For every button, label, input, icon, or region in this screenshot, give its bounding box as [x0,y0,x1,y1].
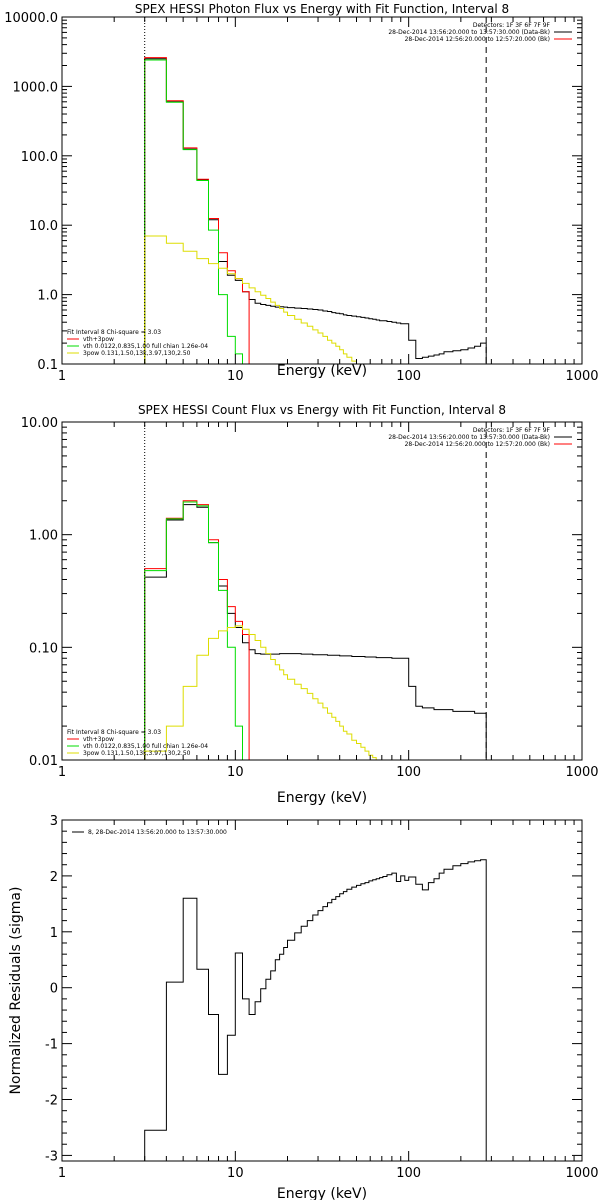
x-axis-label: Energy (keV) [277,363,367,379]
x-tick-label: 100 [396,369,421,384]
legend-top-entry: 28-Dec-2014 13:56:20.000 to 13:57:30.000… [388,434,550,441]
y-tick-label: 3 [50,814,58,829]
chart-panel-1: 1 10 100 1000 0.1 1.0 10.0 100.0 1000.0 10000.0 SP… [4,2,598,384]
series-2-line [144,500,250,760]
x-tick-label: 1000 [565,369,598,384]
x-tick-label: 1000 [565,1166,598,1181]
plot-frame [61,421,583,761]
x-tick-label: 100 [396,1166,421,1181]
series-3-line [144,501,243,760]
legend-top-entry: Detectors: 1F 3F 6F 7F 9F [473,427,551,434]
y-tick-label: 1 [50,926,58,941]
legend-bottom-entry: 3pow 0.131,1.50,13k,3.97,130,2.50 [83,350,191,357]
y-tick-label: 1.0 [37,289,58,304]
x-tick-label: 1 [58,369,66,384]
legend-top-entry: 28-Dec-2014 12:56:20.000 to 12:57:20.000… [405,441,550,448]
y-tick-label: 0 [50,982,58,997]
legend-bottom-entry: vth 0.0122,0.835,1.00 full chian 1.26e-0… [83,343,208,350]
x-tick-label: 1 [58,1166,66,1181]
y-tick-label: 2 [50,870,58,885]
series-1-line [144,859,487,1161]
legend-bottom-entry: vth+3pow [83,336,114,343]
x-tick-label: 10 [227,1166,244,1181]
x-axis-label: Energy (keV) [277,1186,367,1200]
legend-bottom-entry: 3pow 0.131,1.50,13k,3.97,130,2.50 [83,750,191,757]
legend-bottom-entry: vth+3pow [83,736,114,743]
y-tick-label: 0.1 [37,358,58,373]
series-2-line [144,57,250,364]
x-tick-label: 1 [58,765,66,780]
y-tick-label: 1.00 [29,529,58,544]
legend-top-entry: Detectors: 1F 3F 6F 7F 9F [473,22,551,29]
series-3-line [144,59,243,364]
x-tick-label: 1000 [565,765,598,780]
legend-top-entry: 28-Dec-2014 12:56:20.000 to 12:57:20.000… [405,36,550,43]
legend-entry: 8, 28-Dec-2014 13:56:20.000 to 13:57:30.… [88,829,227,836]
y-tick-label: 10.0 [29,219,58,234]
y-axis-label: Normalized Residuals (sigma) [8,887,24,1095]
y-tick-label: -1 [45,1038,58,1053]
legend-bottom-entry: Fit Interval 8 Chi-square = 3.03 [67,729,161,736]
y-tick-label: 10.00 [21,416,58,431]
y-tick-label: -2 [45,1094,58,1109]
series-4-line [144,235,362,364]
x-tick-label: 10 [227,765,244,780]
plot-frame [61,819,583,1162]
chart-panel-3: 1 10 100 1000 -3 -2 -1 0 1 2 3 Energy (keV) Normaliz… [8,814,599,1200]
y-tick-label: -3 [45,1149,58,1164]
legend-top-entry: 28-Dec-2014 13:56:20.000 to 13:57:30.000… [388,29,550,36]
series-1-line [144,58,487,364]
chart-title: SPEX HESSI Photon Flux vs Energy with Fi… [135,2,509,16]
y-tick-label: 1000.0 [13,80,59,95]
legend-bottom-entry: vth 0.0122,0.835,1.00 full chian 1.26e-0… [83,743,208,750]
series-1-line [144,504,487,760]
chart-panel-2: 1 10 100 1000 0.01 0.10 1.00 10.00 SPEX HESSI Co… [21,403,599,806]
chart-title: SPEX HESSI Count Flux vs Energy with Fit… [138,403,506,417]
y-tick-label: 100.0 [21,150,58,165]
series-4-line [144,625,381,760]
y-tick-label: 0.01 [29,754,58,769]
y-tick-label: 10000.0 [4,11,58,26]
plot-frame [61,16,583,365]
x-tick-label: 10 [227,369,244,384]
x-axis-label: Energy (keV) [277,790,367,806]
x-tick-label: 100 [396,765,421,780]
legend-bottom-entry: Fit Interval 8 Chi-square = 3.03 [67,329,161,336]
y-tick-label: 0.10 [29,641,58,656]
